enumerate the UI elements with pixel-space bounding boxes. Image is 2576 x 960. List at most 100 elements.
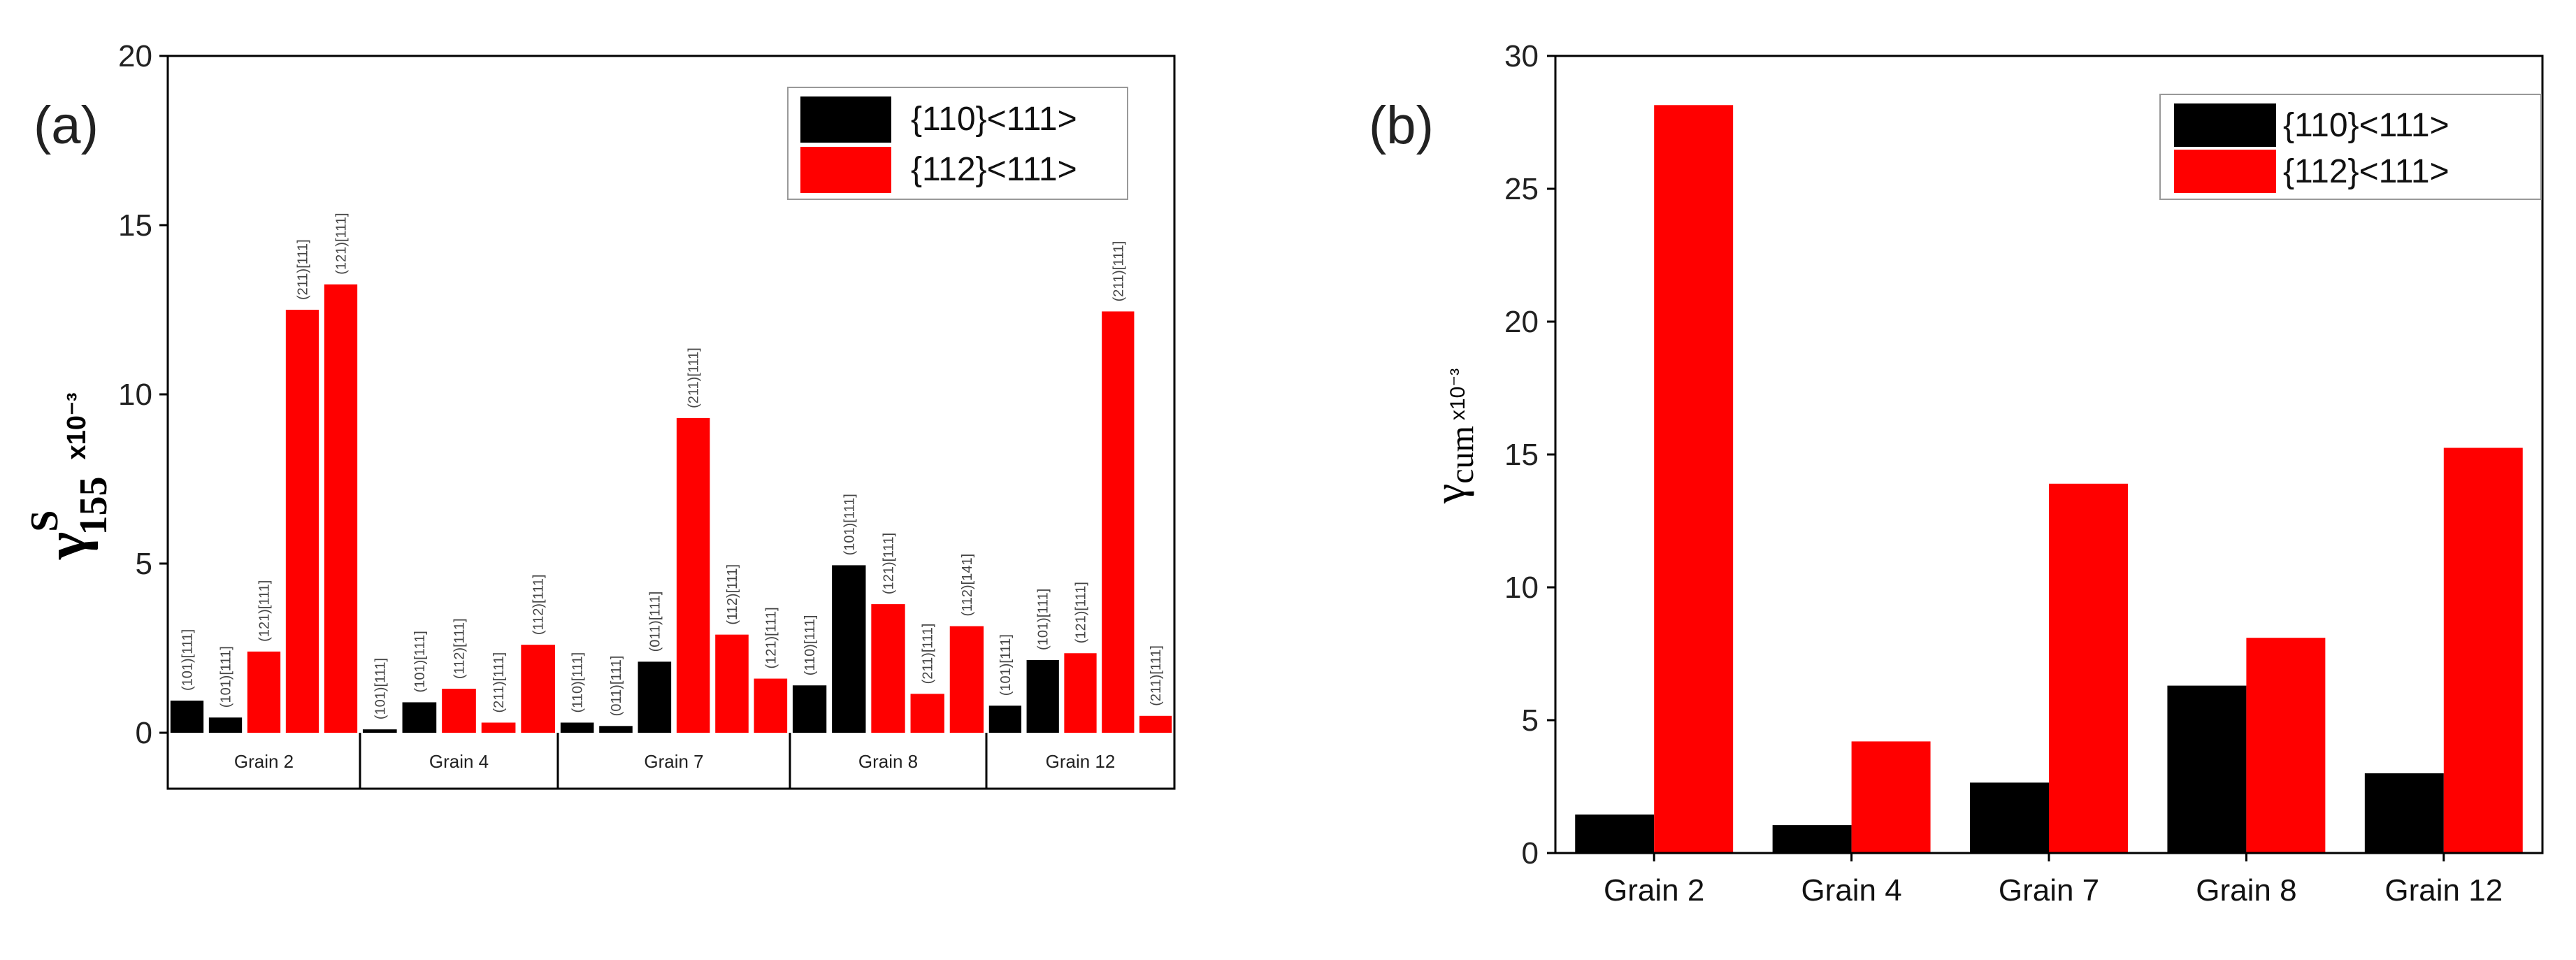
y-tick-label-b-2: 10	[1504, 571, 1539, 605]
category-axis-a: Grain 2 Grain 4 Grain 7 Grain 8 Grain 12	[166, 733, 1176, 790]
bar-a-label-21: (101)[111]	[998, 634, 1014, 696]
plot-frame-a	[166, 55, 1176, 790]
bar-a-grain-8-4	[949, 626, 984, 733]
bar-a-label-2: (121)[111]	[257, 580, 273, 642]
category-axis-b: Grain 2 Grain 4 Grain 7 Grain 8 Grain 12	[1604, 853, 2503, 908]
bar-a-grain-7-5	[754, 678, 788, 733]
bar-a-grain-7-2	[638, 661, 672, 733]
group-label-a-3: Grain 8	[858, 751, 918, 772]
bar-a-label-19: (211)[111]	[921, 624, 936, 685]
legend-a: {110}<111> {112}<111>	[787, 87, 1128, 200]
bar-b-grain-8-1	[2246, 638, 2326, 853]
bar-a-label-20: (112)[141]	[960, 554, 975, 617]
y-label-a-scale: x10⁻³	[62, 392, 92, 459]
bar-a-label-24: (211)[111]	[1111, 241, 1126, 302]
bar-a-label-6: (101)[111]	[412, 631, 428, 692]
bar-a-grain-8-2	[871, 604, 905, 733]
bar-b-grain-8-0	[2167, 685, 2247, 853]
bar-a-grain-12-2	[1064, 653, 1097, 733]
bar-a-grain-2-1	[208, 717, 243, 733]
bar-a-grain-4-1	[402, 702, 437, 733]
legend-a-label-1: {112}<111>	[911, 151, 1077, 188]
bar-a-grain-2-0	[170, 701, 204, 733]
bar-b-grain-4-1	[1851, 741, 1931, 853]
y-label-b-main: γ	[1425, 484, 1474, 504]
y-axis-label-b: γcum x10⁻³	[1425, 368, 1481, 504]
bar-b-grain-2-1	[1654, 105, 1734, 853]
bar-a-label-1: (101)[111]	[219, 646, 234, 708]
bar-b-grain-12-0	[2364, 773, 2444, 853]
bars-a: (101)[111] (101)[111] (121)[111] (211)[111]…	[170, 213, 1172, 733]
legend-b: {110}<111> {112}<111>	[2159, 94, 2542, 200]
bar-b-grain-12-1	[2443, 447, 2523, 853]
bar-a-label-14: (112)[111]	[725, 564, 740, 625]
bar-a-grain-8-3	[910, 694, 944, 733]
y-tick-label-b-3: 15	[1504, 438, 1539, 472]
bar-b-grain-7-1	[2049, 483, 2128, 853]
bar-a-grain-12-1	[1026, 659, 1059, 733]
bar-a-label-9: (112)[111]	[531, 574, 547, 635]
y-axis-label-a: γS 155 x10⁻³	[23, 392, 115, 560]
plot-frame-b	[1554, 55, 2544, 854]
y-label-a-main: γ	[34, 532, 99, 560]
bar-a-label-18: (121)[111]	[882, 533, 897, 594]
panel-label-b: (b)	[1369, 96, 1434, 155]
bar-a-label-15: (121)[111]	[763, 607, 779, 668]
panel-label-a: (a)	[34, 96, 99, 155]
y-tick-label-b-6: 30	[1504, 39, 1539, 73]
bar-a-grain-12-3	[1102, 311, 1135, 733]
bar-b-grain-4-0	[1772, 825, 1852, 853]
y-tick-label-b-1: 5	[1522, 703, 1539, 738]
bar-a-grain-12-4	[1139, 715, 1172, 733]
bar-a-label-4: (121)[111]	[334, 213, 350, 274]
x-tick-label-b-2: Grain 7	[1999, 873, 2099, 908]
bar-a-label-8: (211)[111]	[491, 652, 507, 713]
bar-a-grain-4-0	[362, 729, 397, 733]
bar-a-grain-4-2	[442, 689, 476, 733]
legend-b-label-1: {112}<111>	[2283, 153, 2449, 190]
bar-a-label-11: (011)[111]	[609, 656, 624, 717]
bar-b-grain-7-0	[1970, 782, 2049, 853]
legend-b-label-0: {110}<111>	[2283, 107, 2449, 144]
legend-a-swatch-1	[800, 147, 891, 193]
group-label-a-4: Grain 12	[1046, 751, 1116, 772]
x-tick-label-b-0: Grain 2	[1604, 873, 1704, 908]
bar-a-grain-8-1	[832, 565, 866, 733]
bar-a-label-10: (110)[111]	[570, 652, 586, 713]
bars-b	[1575, 105, 2523, 853]
y-tick-label-b-5: 25	[1504, 172, 1539, 206]
y-label-b-sub: cum	[1444, 426, 1481, 484]
y-tick-label-a-2: 10	[118, 378, 152, 412]
y-tick-label-b-4: 20	[1504, 305, 1539, 339]
y-tick-label-a-0: 0	[136, 716, 152, 750]
bar-a-grain-4-4	[521, 645, 556, 733]
group-label-a-2: Grain 7	[644, 751, 703, 772]
bar-a-label-5: (101)[111]	[373, 658, 388, 719]
bar-a-grain-7-4	[715, 634, 749, 733]
bar-a-grain-7-1	[599, 726, 633, 733]
legend-a-label-0: {110}<111>	[911, 101, 1077, 138]
bar-a-grain-12-0	[988, 705, 1022, 733]
x-tick-label-b-4: Grain 12	[2384, 873, 2503, 908]
bar-a-label-7: (112)[111]	[452, 618, 468, 679]
bar-a-grain-8-0	[792, 685, 827, 733]
y-axis-ticks-a: 0 5 10 15 20	[118, 39, 168, 750]
bar-a-grain-7-3	[676, 417, 710, 733]
bar-a-label-0: (101)[111]	[180, 629, 196, 691]
bar-a-label-22: (101)[111]	[1036, 589, 1051, 650]
bar-a-label-23: (121)[111]	[1074, 582, 1089, 643]
bar-a-label-25: (211)[111]	[1149, 645, 1164, 706]
legend-a-swatch-0	[800, 96, 891, 143]
bar-a-label-12: (011)[111]	[647, 592, 663, 652]
bar-a-label-13: (211)[111]	[686, 348, 702, 408]
y-label-a-sub: 155	[72, 477, 115, 536]
bar-a-label-3: (211)[111]	[296, 239, 311, 300]
y-tick-label-a-3: 15	[118, 208, 152, 243]
legend-b-swatch-0	[2174, 103, 2276, 147]
bar-a-grain-2-2	[247, 651, 281, 733]
bar-a-grain-4-3	[481, 722, 516, 733]
bar-b-grain-2-0	[1575, 814, 1655, 853]
